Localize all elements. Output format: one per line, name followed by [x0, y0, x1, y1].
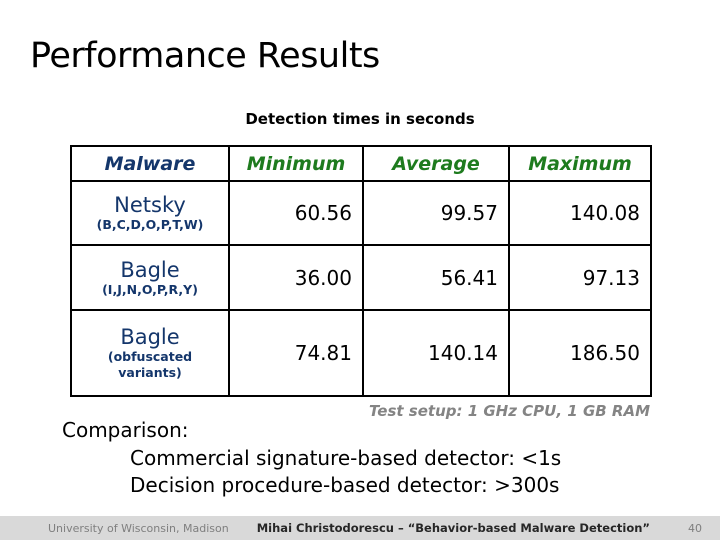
- table-row: Netsky (B,C,D,O,P,T,W) 60.56 99.57 140.08: [70, 180, 652, 246]
- comparison-label: Comparison:: [62, 418, 189, 442]
- footer-institution: University of Wisconsin, Madison: [48, 521, 229, 535]
- malware-name-cell: Bagle (obfuscated variants): [70, 309, 230, 397]
- malware-name-cell: Netsky (B,C,D,O,P,T,W): [70, 180, 230, 246]
- average-value-cell: 140.14: [362, 309, 510, 397]
- footer-author-title: Mihai Christodorescu – “Behavior-based M…: [256, 521, 650, 535]
- slide-page-number: 40: [688, 521, 702, 535]
- maximum-value-cell: 97.13: [508, 244, 652, 311]
- table-row: Bagle (obfuscated variants) 74.81 140.14 186…: [70, 309, 652, 397]
- comparison-block: Comparison: Commercial signature-based d…: [62, 417, 561, 500]
- comparison-line-signature: Commercial signature-based detector: <1s: [130, 445, 562, 470]
- column-header-average: Average: [362, 145, 510, 182]
- column-header-malware: Malware: [70, 145, 230, 182]
- column-header-minimum: Minimum: [228, 145, 364, 182]
- minimum-value-cell: 74.81: [228, 309, 364, 397]
- malware-variants: (I,J,N,O,P,R,Y): [102, 281, 198, 297]
- average-value-cell: 56.41: [362, 244, 510, 311]
- table-caption: Detection times in seconds: [245, 110, 475, 128]
- detection-times-table: Malware Minimum Average Maximum Netsky (B,C,…: [70, 145, 652, 397]
- malware-variants: (B,C,D,O,P,T,W): [96, 217, 204, 233]
- malware-name: Netsky: [114, 193, 186, 218]
- comparison-line-decision: Decision procedure-based detector: >300s: [130, 473, 560, 497]
- malware-name: Bagle: [120, 257, 180, 282]
- minimum-value-cell: 60.56: [228, 180, 364, 246]
- table-header-row: Malware Minimum Average Maximum: [70, 145, 652, 182]
- malware-name: Bagle: [120, 325, 180, 350]
- test-setup-note: Test setup: 1 GHz CPU, 1 GB RAM: [369, 402, 650, 420]
- maximum-value-cell: 186.50: [508, 309, 652, 397]
- minimum-value-cell: 36.00: [228, 244, 364, 311]
- malware-name-cell: Bagle (I,J,N,O,P,R,Y): [70, 244, 230, 311]
- page-title: Performance Results: [30, 36, 380, 76]
- malware-variants: (obfuscated variants): [107, 349, 193, 381]
- average-value-cell: 99.57: [362, 180, 510, 246]
- table-row: Bagle (I,J,N,O,P,R,Y) 36.00 56.41 97.13: [70, 244, 652, 311]
- footer-bar: University of Wisconsin, Madison Mihai C…: [0, 516, 720, 540]
- maximum-value-cell: 140.08: [508, 180, 652, 246]
- column-header-maximum: Maximum: [508, 145, 652, 182]
